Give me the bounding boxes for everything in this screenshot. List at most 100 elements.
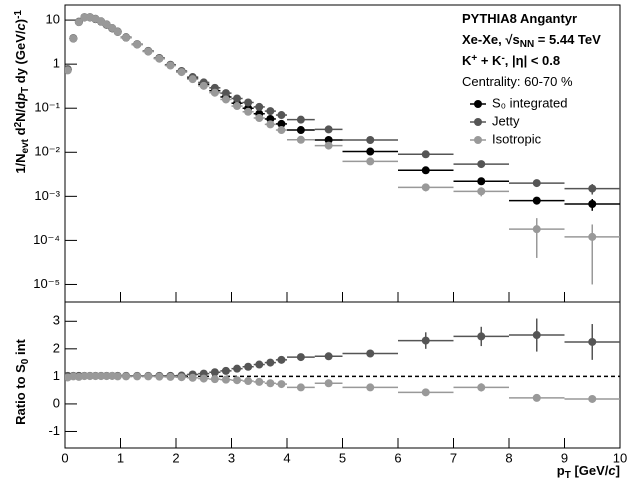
marker (477, 332, 486, 341)
legend-label: Isotropic (492, 131, 542, 146)
marker (421, 166, 430, 175)
marker (69, 34, 78, 43)
text-part: c (608, 463, 616, 478)
text-part: Ratio to S (13, 364, 28, 425)
text-part: 1/N (13, 153, 28, 173)
x-tick-label: 2 (172, 450, 179, 465)
marker (155, 54, 164, 63)
marker (477, 383, 486, 392)
y-tick-label: 3 (53, 313, 60, 328)
y-tick-label: 10⁻⁴ (33, 232, 60, 247)
text-part: c (13, 22, 28, 30)
text-part: PYTHIA8 Angantyr (462, 11, 577, 26)
x-tick-label: 6 (394, 450, 401, 465)
text-part: -1 (13, 10, 24, 19)
y-tick-label: 10⁻¹ (34, 100, 60, 115)
y-tick-label: -1 (48, 423, 60, 438)
marker (366, 383, 375, 392)
marker (477, 177, 486, 186)
marker (144, 372, 153, 381)
text-part: NN (520, 39, 534, 50)
marker (97, 372, 106, 381)
marker (421, 388, 430, 397)
marker (113, 372, 122, 381)
marker (588, 232, 597, 241)
marker (91, 372, 100, 381)
marker (324, 135, 333, 144)
marker (122, 372, 131, 381)
x-tick-label: 4 (283, 450, 290, 465)
marker (421, 150, 430, 159)
text-part: d (13, 127, 28, 139)
marker (266, 120, 275, 129)
text-part: evt (20, 138, 31, 153)
annotation: Centrality: 60-70 % (462, 74, 573, 89)
y-tick-label: 1 (53, 56, 60, 71)
text-part: , |η| < 0.8 (505, 53, 560, 68)
marker (588, 394, 597, 403)
marker (210, 375, 219, 384)
x-tick-label: 5 (339, 450, 346, 465)
marker (588, 184, 597, 193)
text-part: p (557, 463, 565, 478)
text-part: T (20, 87, 31, 93)
marker (166, 61, 175, 70)
marker (255, 377, 264, 386)
text-part: 2 (13, 121, 24, 127)
marker (122, 33, 131, 42)
marker (177, 68, 186, 77)
text-part: + (471, 53, 477, 64)
text-part: int (13, 338, 28, 358)
marker (80, 372, 89, 381)
marker (133, 40, 142, 49)
marker (477, 160, 486, 169)
marker (155, 372, 164, 381)
marker (221, 366, 230, 375)
text-part: Xe-Xe, √ (462, 32, 513, 47)
marker (74, 18, 83, 27)
marker (221, 95, 230, 104)
y-tick-label: 10 (46, 12, 60, 27)
marker (296, 383, 305, 392)
marker (199, 81, 208, 90)
marker (366, 147, 375, 156)
marker (266, 107, 275, 116)
marker (277, 355, 286, 364)
marker (144, 47, 153, 56)
marker (233, 102, 242, 111)
y-tick-label: 10⁻² (34, 144, 60, 159)
x-tick-label: 3 (228, 450, 235, 465)
y-tick-label: 1 (53, 368, 60, 383)
legend-marker (474, 136, 482, 144)
marker (532, 196, 541, 205)
y-tick-label: 2 (53, 340, 60, 355)
marker (244, 107, 253, 116)
marker (244, 377, 253, 386)
text-part: T (565, 470, 571, 481)
marker (324, 141, 333, 150)
text-part: Centrality: 60-70 % (462, 74, 573, 89)
marker (277, 126, 286, 135)
marker (296, 135, 305, 144)
marker (366, 157, 375, 166)
marker (277, 111, 286, 120)
text-part: ) (13, 19, 28, 23)
text-part: [GeV/ (571, 463, 609, 478)
marker (324, 125, 333, 134)
y-axis-title: Ratio to S0 int (13, 338, 30, 424)
marker (210, 88, 219, 97)
marker (277, 380, 286, 389)
x-axis-title: pT [GeV/c] (557, 463, 620, 480)
text-part: - (501, 53, 504, 64)
marker (177, 373, 186, 382)
marker (255, 102, 264, 111)
annotation: PYTHIA8 Angantyr (462, 11, 577, 26)
y-tick-label: 10⁻⁵ (33, 276, 60, 291)
marker (296, 126, 305, 135)
marker (296, 115, 305, 124)
marker (588, 337, 597, 346)
x-tick-label: 0 (61, 450, 68, 465)
marker (65, 66, 72, 75)
marker (324, 379, 333, 388)
